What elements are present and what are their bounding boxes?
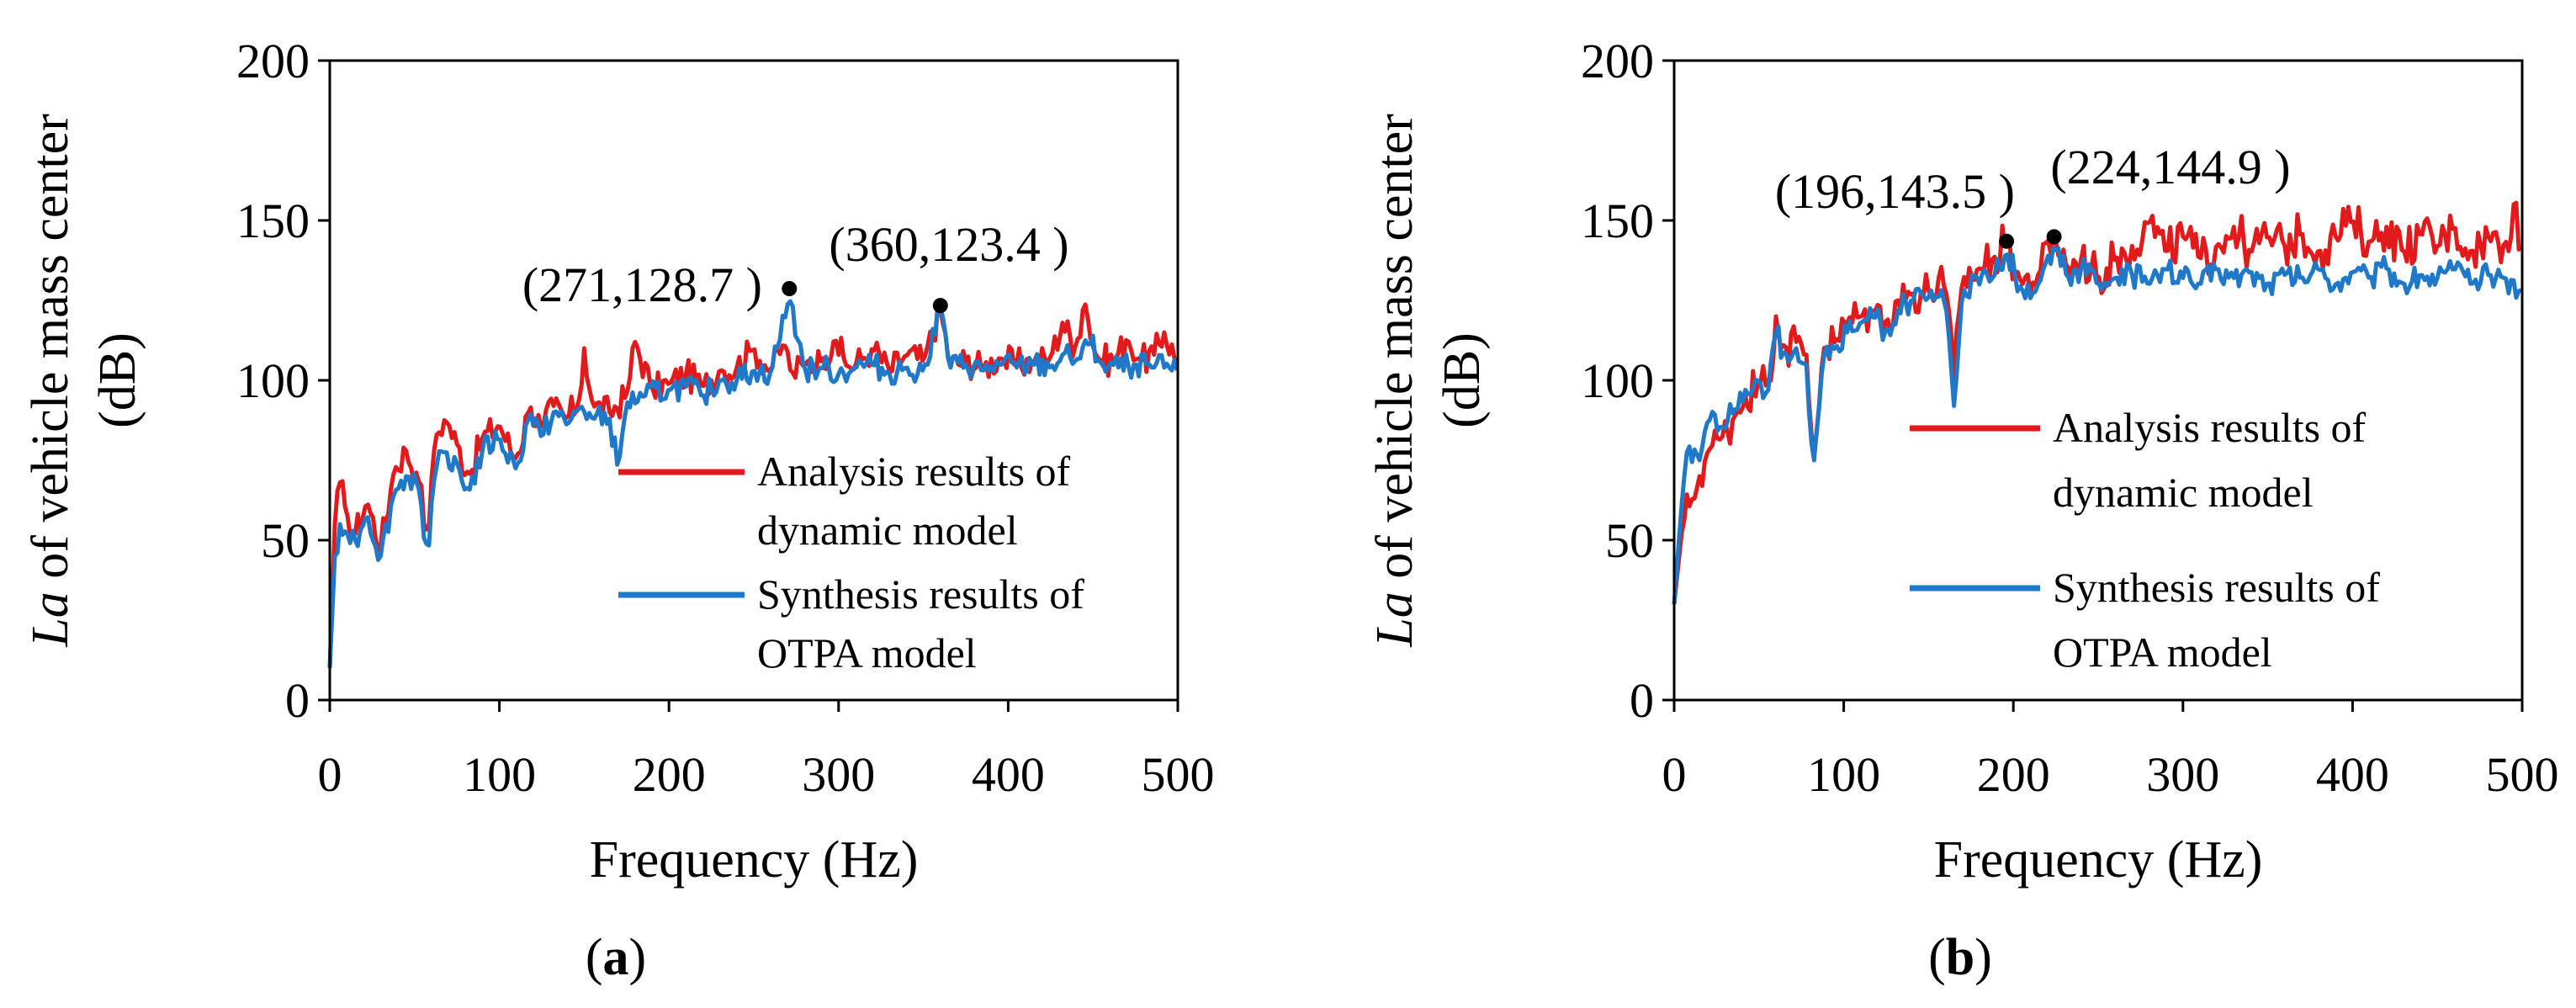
y-axis-title-unit: (dB) [1434, 332, 1491, 428]
legend-label-synthesis-line2: OTPA model [2053, 629, 2272, 676]
x-tick-label: 400 [972, 747, 1045, 802]
x-axis-title: Frequency (Hz) [590, 831, 919, 889]
x-axis-title: Frequency (Hz) [1934, 831, 2263, 889]
x-tick-label: 200 [1977, 747, 2050, 802]
x-tick-label: 100 [463, 747, 536, 802]
legend: Analysis results of dynamic model Synthe… [618, 448, 1084, 676]
legend: Analysis results of dynamic model Synthe… [1910, 404, 2380, 676]
legend-label-analysis-line2: dynamic model [757, 507, 1018, 554]
x-tick-label: 300 [2146, 747, 2219, 802]
peak-annotation: (224,144.9 ) [2050, 140, 2290, 194]
peak-annotation: (196,143.5 ) [1775, 164, 2015, 219]
series-line-synthesis [1672, 246, 2522, 605]
y-axis-title-rest: of vehicle mass center [22, 114, 79, 592]
y-tick-label: 0 [285, 673, 310, 728]
chart-panel-b: 200 150 100 50 0 0 100 200 300 400 500 F… [1366, 34, 2559, 986]
legend-label-analysis-line1: Analysis results of [757, 448, 1071, 495]
legend-label-synthesis-line1: Synthesis results of [757, 570, 1084, 618]
legend-label-synthesis-line1: Synthesis results of [2053, 564, 2380, 611]
x-tick-label: 300 [802, 747, 875, 802]
peak-annotation: (360,123.4 ) [829, 217, 1068, 272]
peak-marker [932, 298, 948, 314]
series-layer [327, 299, 1179, 669]
x-tick-label: 500 [1142, 747, 1215, 802]
y-tick-label: 0 [1630, 673, 1654, 728]
panel-caption: (b) [1928, 929, 1992, 986]
y-axis-title-italic: La [1366, 592, 1423, 647]
peak-marker [2046, 229, 2062, 245]
x-tick-label: 500 [2486, 747, 2559, 802]
x-tick-label: 0 [1662, 747, 1687, 802]
panel-caption: (a) [586, 929, 646, 986]
peak-marker [1999, 233, 2015, 249]
y-tick-label: 200 [1581, 34, 1654, 88]
y-tick-label: 200 [236, 34, 310, 88]
y-tick-label: 50 [1605, 513, 1654, 568]
y-tick-label: 100 [236, 353, 310, 408]
legend-label-analysis-line1: Analysis results of [2053, 404, 2367, 451]
peak-annotation: (271,128.7 ) [522, 257, 762, 312]
x-tick-label: 0 [318, 747, 342, 802]
y-axis-title: La of vehicle mass center [22, 114, 79, 648]
y-axis-title: La of vehicle mass center [1366, 114, 1423, 648]
x-tick-label: 100 [1807, 747, 1880, 802]
series-layer [1672, 200, 2523, 605]
legend-label-analysis-line2: dynamic model [2053, 469, 2314, 516]
chart-panel-a: 200 150 100 50 0 0 100 200 300 400 500 F… [22, 34, 1215, 986]
panel-caption-letter: b [1946, 929, 1974, 986]
axis-ticks [1662, 59, 2524, 712]
series-line-synthesis [327, 299, 1179, 669]
y-axis-title-italic: La [22, 592, 79, 647]
y-tick-label: 100 [1581, 353, 1654, 408]
x-tick-label: 400 [2316, 747, 2389, 802]
axis-ticks [318, 59, 1179, 712]
y-tick-label: 50 [261, 513, 310, 568]
x-tick-label: 200 [633, 747, 706, 802]
y-tick-label: 150 [1581, 194, 1654, 248]
y-axis-title-unit: (dB) [89, 332, 146, 428]
y-tick-label: 150 [236, 194, 310, 248]
panel-caption-letter: a [603, 929, 629, 986]
legend-label-synthesis-line2: OTPA model [757, 629, 977, 676]
y-axis-title-rest: of vehicle mass center [1366, 114, 1423, 592]
peak-marker [782, 281, 798, 296]
